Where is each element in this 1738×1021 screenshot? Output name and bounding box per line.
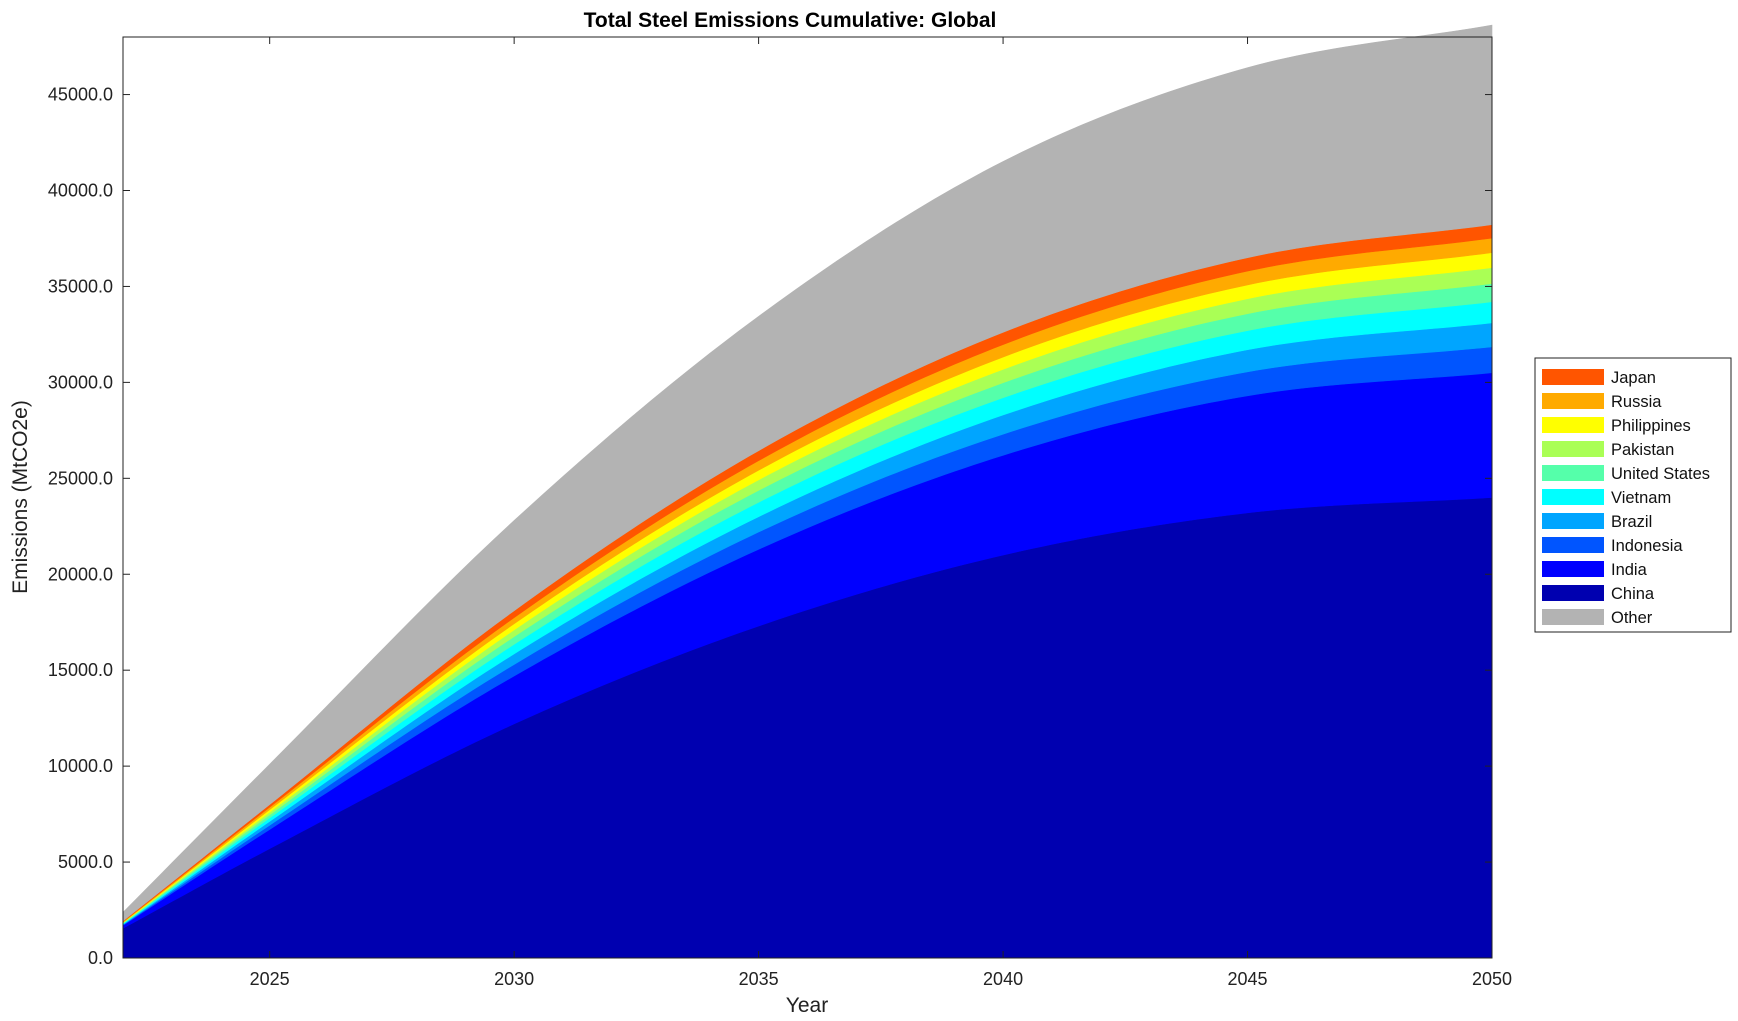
x-tick-label: 2050 (1472, 969, 1512, 989)
y-tick-label: 40000.0 (48, 181, 113, 201)
x-tick-label: 2035 (739, 969, 779, 989)
y-tick-label: 25000.0 (48, 468, 113, 488)
legend-label-china: China (1611, 585, 1655, 603)
legend-label-united-states: United States (1611, 465, 1710, 483)
legend-swatch-united-states (1542, 465, 1604, 481)
legend-label-brazil: Brazil (1611, 513, 1652, 531)
y-tick-label: 5000.0 (58, 852, 113, 872)
y-tick-label: 30000.0 (48, 372, 113, 392)
legend-label-philippines: Philippines (1611, 417, 1691, 435)
legend-swatch-philippines (1542, 417, 1604, 433)
legend-swatch-russia (1542, 393, 1604, 409)
y-tick-label: 20000.0 (48, 564, 113, 584)
chart-title: Total Steel Emissions Cumulative: Global (584, 9, 997, 32)
y-tick-label: 15000.0 (48, 660, 113, 680)
x-tick-label: 2040 (983, 969, 1023, 989)
legend-swatch-china (1542, 585, 1604, 601)
x-tick-label: 2025 (250, 969, 290, 989)
x-tick-label: 2030 (494, 969, 534, 989)
legend-label-vietnam: Vietnam (1611, 489, 1671, 507)
legend-swatch-other (1542, 609, 1604, 625)
x-tick-label: 2045 (1228, 969, 1268, 989)
legend-label-japan: Japan (1611, 369, 1656, 387)
plot-area-frame (122, 36, 1493, 959)
axis-ticks-layer: 2025 2030 2035 2040 2045 2050 0.0 5000.0 10000.0… (48, 37, 1512, 989)
legend-swatch-indonesia (1542, 537, 1604, 553)
legend-swatch-india (1542, 561, 1604, 577)
y-tick-label: 45000.0 (48, 85, 113, 105)
legend-swatch-japan (1542, 369, 1604, 385)
y-axis-label: Emissions (MtCO2e) (9, 400, 32, 594)
legend-label-indonesia: Indonesia (1611, 537, 1683, 555)
legend-label-india: India (1611, 561, 1648, 579)
legend-swatch-pakistan (1542, 441, 1604, 457)
area-series-layer (122, 24, 1493, 959)
legend-label-other: Other (1611, 609, 1653, 627)
legend-swatch-vietnam (1542, 489, 1604, 505)
legend-swatch-brazil (1542, 513, 1604, 529)
y-tick-label: 10000.0 (48, 756, 113, 776)
x-axis-label: Year (786, 994, 828, 1017)
y-tick-label: 35000.0 (48, 276, 113, 296)
legend: Japan Russia Philippines Pakistan United Sta… (1534, 357, 1732, 633)
legend-label-pakistan: Pakistan (1611, 441, 1674, 459)
legend-label-russia: Russia (1611, 393, 1662, 411)
y-tick-label: 0.0 (88, 948, 113, 968)
